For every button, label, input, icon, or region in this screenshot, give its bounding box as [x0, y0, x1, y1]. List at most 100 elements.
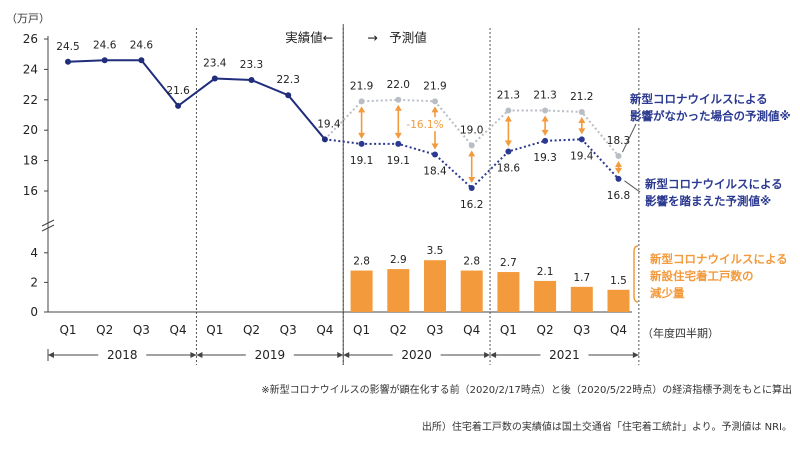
- gap-arrow-head: [504, 115, 512, 122]
- point-actual: [321, 136, 328, 143]
- year-bracket-arrow: [484, 352, 491, 358]
- y-tick-label: 18: [23, 154, 38, 168]
- data-label-covid: 18.4: [423, 166, 447, 178]
- data-label-actual: 22.3: [277, 74, 300, 86]
- year-bracket-arrow: [632, 352, 639, 358]
- year-bracket-arrow: [196, 352, 203, 358]
- y-tick-label: 0: [30, 305, 38, 319]
- gap-arrow-head: [578, 116, 586, 123]
- gap-arrow-head: [358, 106, 366, 113]
- data-label-actual: 23.4: [203, 58, 227, 70]
- data-label-actual: 21.6: [166, 85, 190, 97]
- data-label-covid: 19.1: [387, 155, 410, 167]
- gap-arrow-head: [431, 143, 439, 150]
- legend-covid-line2: 影響を踏まえた予測値※: [645, 194, 771, 208]
- data-label-no-covid: 21.9: [350, 80, 373, 92]
- legend-no-covid-leader: [622, 123, 637, 153]
- gap-arrow-head: [394, 104, 402, 111]
- bar: [460, 270, 483, 312]
- bar-label: 2.7: [500, 257, 517, 269]
- axis-break-mark: [41, 224, 55, 232]
- data-label-covid: 19.4: [570, 150, 594, 162]
- point-actual: [211, 75, 218, 82]
- bar: [570, 286, 593, 312]
- year-bracket-arrow: [337, 352, 344, 358]
- data-label-no-covid: 18.3: [607, 135, 630, 147]
- x-tick-label: Q2: [243, 323, 260, 337]
- data-label-covid: 18.6: [497, 162, 521, 174]
- point-actual: [248, 77, 255, 84]
- series-line-covid: [324, 138, 620, 190]
- gap-arrow-head: [615, 167, 622, 174]
- header-actual-label: 実績値←: [285, 30, 333, 45]
- gap-arrow-head: [541, 115, 549, 122]
- gap-arrow-head: [578, 128, 586, 135]
- data-label-no-covid: 21.9: [423, 80, 446, 92]
- series-line-actual: [67, 59, 326, 140]
- bar-label: 1.5: [610, 275, 627, 287]
- legend-no-covid-line1: 新型コロナウイルスによる: [630, 92, 768, 106]
- x-tick-label: Q4: [316, 323, 333, 337]
- gap-arrow-head: [468, 150, 476, 157]
- point-covid: [358, 140, 365, 147]
- pct-annotation: -16.1%: [406, 119, 443, 131]
- x-tick-label: Q2: [390, 323, 407, 337]
- point-actual: [65, 58, 71, 65]
- point-covid: [505, 148, 512, 155]
- year-bracket-arrow: [48, 352, 54, 358]
- x-tick-label: Q1: [59, 323, 76, 337]
- y-tick-label: 20: [23, 123, 38, 137]
- bar: [497, 272, 520, 312]
- bar-label: 2.8: [463, 256, 480, 268]
- data-label-no-covid: 19.0: [460, 124, 483, 136]
- bar: [350, 270, 373, 312]
- source-note: 出所）住宅着工戸数の実績値は国土交通省「住宅着工統計」より。予測値は NRI。: [422, 420, 792, 433]
- x-tick-label: Q2: [96, 323, 113, 337]
- year-bracket-arrow: [343, 352, 350, 358]
- year-bracket-arrow: [490, 352, 497, 358]
- gap-arrow-head: [541, 129, 549, 136]
- legend-covid-line1: 新型コロナウイルスによる: [645, 177, 783, 191]
- x-tick-label: Q1: [206, 323, 223, 337]
- axis-break-mark: [41, 219, 55, 227]
- gap-arrow-head: [431, 106, 439, 113]
- data-label-covid: 19.3: [533, 152, 556, 164]
- x-tick-label: Q3: [133, 323, 150, 337]
- year-label: 2021: [549, 348, 580, 362]
- bar-label: 2.1: [537, 266, 554, 278]
- bar: [534, 280, 557, 312]
- x-tick-label: Q2: [537, 323, 554, 337]
- year-label: 2018: [107, 348, 138, 362]
- legend-bars-bracket: [633, 245, 639, 303]
- bar-label: 3.5: [427, 245, 444, 257]
- point-no-covid: [505, 107, 512, 114]
- x-tick-label: Q1: [500, 323, 517, 337]
- data-label-covid: 19.1: [350, 155, 373, 167]
- bar: [387, 269, 410, 312]
- x-tick-label: Q1: [353, 323, 370, 337]
- bar: [607, 289, 630, 312]
- point-covid: [395, 140, 402, 147]
- year-label: 2019: [255, 348, 286, 362]
- bar-label: 2.9: [390, 254, 407, 266]
- point-no-covid: [578, 108, 585, 115]
- gap-arrow-head: [468, 176, 476, 183]
- x-tick-label: Q3: [573, 323, 590, 337]
- data-label-no-covid: 21.3: [533, 89, 556, 101]
- x-suffix-label: （年度四半期）: [642, 326, 719, 340]
- y-tick-label: 2: [30, 275, 38, 289]
- y-tick-label: 4: [30, 246, 38, 260]
- data-label-actual: 23.3: [240, 59, 263, 71]
- x-tick-label: Q4: [610, 323, 627, 337]
- data-label-covid: 16.8: [607, 190, 630, 202]
- bar: [424, 260, 446, 312]
- point-covid: [615, 175, 622, 182]
- footnote: ※新型コロナウイルスの影響が顕在化する前（2020/2/17時点）と後（2020…: [261, 383, 792, 396]
- point-actual: [285, 92, 292, 99]
- legend-bars-line3: 減少量: [650, 286, 685, 300]
- point-actual: [175, 102, 182, 109]
- gap-arrow-head: [615, 161, 622, 168]
- legend-covid-leader: [624, 180, 641, 193]
- point-covid: [578, 136, 585, 143]
- gap-arrow-head: [394, 132, 402, 139]
